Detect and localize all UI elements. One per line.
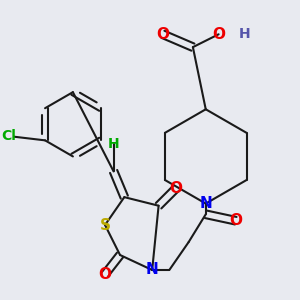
Text: N: N xyxy=(146,262,159,278)
Text: S: S xyxy=(100,218,110,232)
Text: O: O xyxy=(169,181,182,196)
Text: O: O xyxy=(98,267,112,282)
Text: H: H xyxy=(108,136,119,151)
Text: H: H xyxy=(238,27,250,41)
Text: O: O xyxy=(229,213,242,228)
Text: O: O xyxy=(212,27,225,42)
Text: O: O xyxy=(156,27,170,42)
Text: N: N xyxy=(200,196,212,211)
Text: Cl: Cl xyxy=(1,129,16,143)
